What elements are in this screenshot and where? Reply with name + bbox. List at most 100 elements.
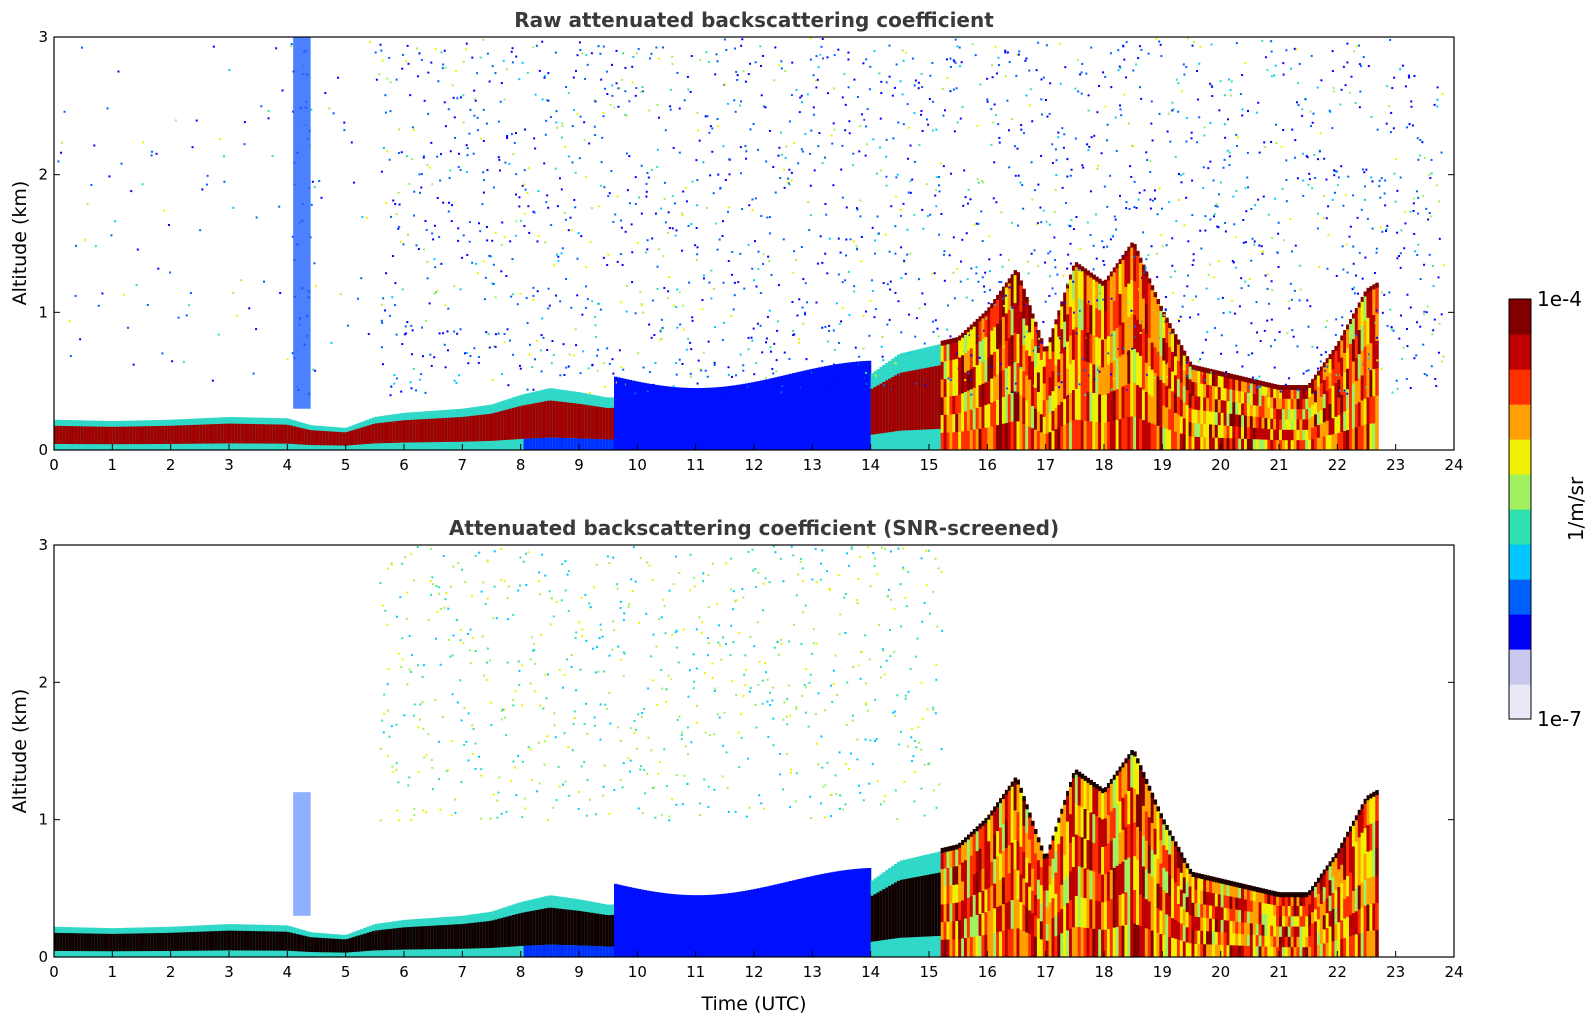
noise-pixel [633,731,636,734]
noise-pixel [1205,287,1208,290]
noise-pixel [899,80,902,83]
cloud-top-edge [1244,377,1248,383]
noise-pixel [675,229,678,232]
noise-pixel [1084,393,1087,396]
cloud-cell [1223,425,1228,439]
boundary-layer-core [529,404,533,439]
cloud-cell [1252,404,1257,417]
noise-pixel [803,311,806,314]
noise-pixel [1179,315,1182,318]
noise-pixel [865,125,868,128]
aerosol-column [616,377,621,450]
boundary-layer-core [217,931,221,951]
boundary-layer-core [296,934,300,952]
cloud-cell [1069,421,1073,450]
noise-pixel [938,184,941,187]
cloud-cell [1223,437,1228,450]
boundary-layer-core [354,936,358,952]
cloud-cell [1290,408,1295,420]
noise-pixel [669,108,672,111]
noise-pixel [802,278,805,281]
noise-pixel [457,165,460,168]
noise-pixel [691,180,694,183]
noise-pixel [442,555,445,558]
boundary-layer-core [68,933,73,952]
noise-pixel [1414,250,1417,253]
boundary-layer-core [500,918,504,948]
boundary-layer-core [94,426,99,445]
noise-pixel [478,355,481,358]
noise-pixel [384,309,387,312]
noise-pixel [770,273,773,276]
noise-pixel [768,216,771,219]
noise-pixel [424,391,427,394]
noise-pixel [385,272,388,275]
boundary-layer-core [62,933,67,952]
noise-pixel [1203,126,1206,129]
boundary-layer-core [552,908,557,945]
noise-pixel [1226,149,1229,152]
cloud-cell [1264,428,1268,440]
noise-pixel [617,726,620,729]
boundary-layer-core [243,423,248,444]
signal-spike [293,37,311,409]
cloud-cell [1217,437,1222,450]
noise-pixel [1210,43,1213,46]
cloud-cell [1057,336,1061,360]
noise-pixel [1151,139,1154,142]
x-tick-label: 17 [1036,456,1055,474]
noise-pixel [1054,259,1057,262]
cloud-cell [1287,388,1292,399]
noise-pixel [942,165,945,168]
aerosol-column [628,887,633,957]
noise-pixel [656,104,659,107]
noise-pixel [966,202,969,205]
boundary-layer-core [581,404,586,439]
noise-pixel [965,232,968,235]
noise-pixel [1021,184,1024,187]
noise-pixel [433,356,436,359]
noise-pixel [1158,40,1161,43]
noise-pixel [1305,155,1308,158]
noise-pixel [75,244,78,247]
x-tick-label: 1 [108,456,118,474]
cloud-cell [1098,281,1102,311]
noise-pixel [589,241,592,244]
aerosol-column [745,383,749,450]
cloud-cell [1130,313,1134,349]
aerosol-column [643,382,647,450]
noise-pixel [1186,37,1189,40]
boundary-layer-core [351,937,356,953]
noise-pixel [1358,251,1361,254]
noise-pixel [1256,331,1259,334]
noise-pixel [599,623,602,626]
cloud-cell [978,341,983,364]
boundary-layer-core [342,939,347,953]
noise-pixel [637,241,640,244]
boundary-layer-core [269,931,274,951]
boundary-layer-core [293,426,297,445]
boundary-layer-core [386,422,391,444]
noise-pixel [949,379,952,382]
cloud-cell [1296,419,1301,430]
noise-pixel [906,228,909,231]
boundary-layer-core [882,381,886,433]
boundary-layer-core [401,927,405,950]
noise-pixel [678,571,681,574]
cloud-cell [1188,378,1193,394]
noise-pixel [999,253,1002,256]
noise-pixel [397,151,400,154]
cloud-cell [999,423,1003,450]
noise-pixel [485,226,488,229]
boundary-layer-core [135,933,140,952]
noise-pixel [1273,339,1276,342]
cloud-top-edge [972,321,977,327]
noise-pixel [553,712,556,715]
noise-pixel [596,354,599,357]
boundary-layer-core [310,937,315,953]
noise-pixel [926,215,929,218]
noise-pixel [1434,378,1437,381]
noise-pixel [931,272,934,275]
noise-pixel [594,100,597,103]
noise-pixel [694,244,697,247]
